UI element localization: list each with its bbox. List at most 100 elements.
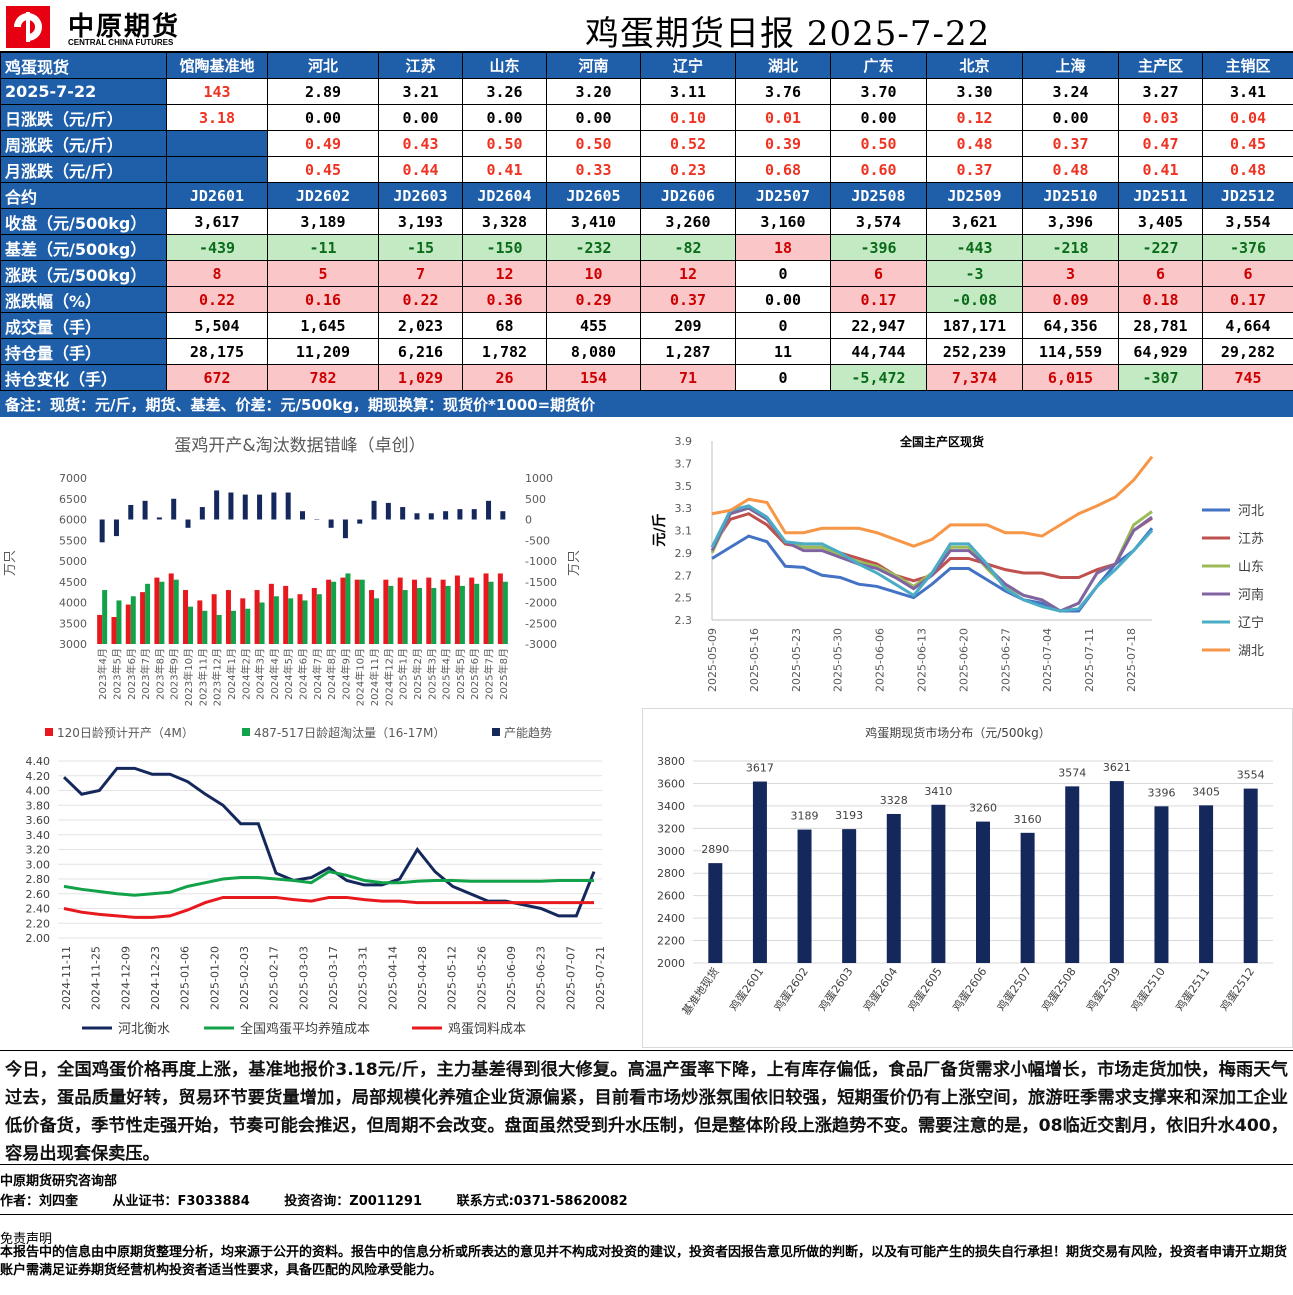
capacity-bar	[156, 517, 162, 520]
table-cell: 26	[462, 364, 547, 391]
cull-bar	[145, 583, 151, 644]
legend-label: 鸡蛋饲料成本	[448, 1021, 526, 1037]
x-tick-label: 鸡蛋2605	[905, 965, 945, 1014]
table-cell: 3,621	[926, 208, 1023, 235]
table-cell: 0	[735, 364, 831, 391]
table-cell: -0.08	[926, 286, 1023, 313]
table-cell: -232	[546, 234, 641, 261]
table-cell: -11	[267, 234, 379, 261]
x-tick-label: 鸡蛋2603	[815, 965, 855, 1014]
open-bar	[397, 577, 403, 644]
column-header: 鸡蛋现货	[0, 52, 167, 79]
table-cell: 11	[735, 338, 831, 365]
x-tick-label: 2023年9月	[168, 648, 181, 700]
open-bar	[497, 573, 503, 644]
table-cell: 5	[267, 260, 379, 287]
y2-tick-label: -2500	[525, 617, 557, 630]
cull-bar	[416, 587, 422, 644]
table-cell: 0	[735, 312, 831, 339]
capacity-bar	[414, 513, 420, 520]
table-cell: 3.30	[926, 78, 1023, 105]
footer-dept: 中原期货研究咨询部	[0, 1174, 118, 1189]
column-header: JD2510	[1022, 182, 1119, 209]
x-tick-label: 2025-07-07	[564, 946, 577, 1010]
open-bar	[440, 579, 446, 644]
y2-tick-label: 500	[525, 493, 546, 506]
table-cell: 0.10	[640, 104, 736, 131]
row-label: 涨跌（元/500kg）	[0, 260, 167, 287]
cull-bar	[173, 579, 179, 644]
y-tick-label: 2.20	[26, 917, 51, 930]
cert-number: 从业证书：F3033884	[112, 1194, 250, 1209]
table-cell: -5,472	[830, 364, 927, 391]
table-cell: 3.11	[640, 78, 736, 105]
table-cell: 0.16	[267, 286, 379, 313]
x-tick-label: 2025-03-03	[297, 946, 310, 1010]
cull-bar	[488, 581, 494, 644]
table-cell: 0.41	[462, 156, 547, 183]
capacity-bar	[257, 494, 263, 520]
x-tick-label: 2025-05-12	[446, 946, 459, 1010]
capacity-bar	[199, 507, 205, 520]
distribution-bar	[842, 829, 857, 963]
x-tick-label: 2024年10月	[354, 648, 367, 706]
open-bar	[311, 587, 317, 644]
table-cell: 8,080	[546, 338, 641, 365]
table-cell: 0.00	[735, 286, 831, 313]
x-tick-label: 2024年9月	[339, 648, 352, 700]
table-cell: 0.37	[640, 286, 736, 313]
table-cell: 71	[640, 364, 736, 391]
open-bar	[469, 577, 475, 644]
y-tick-label: 3.9	[675, 435, 693, 448]
column-header: 馆陶基准地	[166, 52, 268, 79]
legend-swatch	[45, 728, 53, 736]
y2-tick-label: -1500	[525, 576, 557, 589]
x-tick-label: 2025年6月	[468, 648, 481, 700]
cull-bar	[245, 608, 251, 644]
table-cell: 2.89	[267, 78, 379, 105]
cull-bar	[316, 594, 322, 644]
market-table: 鸡蛋现货 馆陶基准地 河北 江苏 山东 河南 辽宁 湖北 广东 北京 上海 主产区 主销区 2025-7-…	[0, 52, 1293, 391]
row-label: 涨跌幅（%）	[0, 286, 167, 313]
x-tick-label: 2025-05-16	[748, 628, 761, 692]
capacity-bar	[228, 492, 234, 520]
y-tick-label: 6500	[59, 493, 87, 506]
spot-row: 周涨跌（元/斤） 0.49 0.43 0.50 0.50 0.52 0.39 0.50 0.48…	[0, 130, 1293, 157]
futures-row: 持仓量（手） 28,175 11,209 6,216 1,782 8,080 1,287 11…	[0, 338, 1293, 365]
table-cell: 6	[1202, 260, 1293, 287]
x-tick-label: 2025-04-28	[416, 946, 429, 1010]
y-tick-label: 3.7	[675, 457, 693, 470]
table-cell: 0.04	[1202, 104, 1293, 131]
x-tick-label: 2025-02-17	[268, 946, 281, 1010]
capacity-bar	[128, 504, 134, 520]
table-cell: 252,239	[926, 338, 1023, 365]
series-line-湖北	[711, 455, 1154, 548]
table-cell: 209	[640, 312, 736, 339]
x-tick-label: 2024年5月	[282, 648, 295, 700]
legend-label: 120日龄预计开产（4M）	[57, 726, 194, 740]
table-cell: 0.68	[735, 156, 831, 183]
x-tick-label: 2024年3月	[254, 648, 267, 700]
data-label: 3189	[791, 810, 819, 823]
column-header: 湖北	[735, 52, 831, 79]
data-label: 3617	[746, 762, 774, 775]
x-tick-label: 2023年10月	[182, 648, 195, 706]
x-tick-label: 2025-05-09	[706, 628, 719, 692]
table-cell: 0.50	[830, 130, 927, 157]
y-tick-label: 4500	[59, 576, 87, 589]
table-cell: 2,023	[378, 312, 463, 339]
open-bar	[283, 585, 289, 644]
table-cell: 0.48	[1202, 156, 1293, 183]
x-tick-label: 2025年1月	[397, 648, 410, 700]
table-cell: 64,356	[1022, 312, 1119, 339]
y2-tick-label: 0	[525, 514, 532, 527]
x-tick-label: 2025年4月	[440, 648, 453, 700]
table-cell: 0.00	[830, 104, 927, 131]
futures-row: 涨跌（元/500kg） 8 5 7 12 10 12 0 6 -3 3 6 6	[0, 260, 1293, 287]
series-line-河北	[711, 527, 1154, 613]
table-cell: 0.23	[640, 156, 736, 183]
table-cell: 0.60	[830, 156, 927, 183]
x-tick-label: 2025-04-14	[386, 946, 399, 1010]
table-cell: 0.18	[1118, 286, 1203, 313]
open-bar	[125, 604, 131, 644]
